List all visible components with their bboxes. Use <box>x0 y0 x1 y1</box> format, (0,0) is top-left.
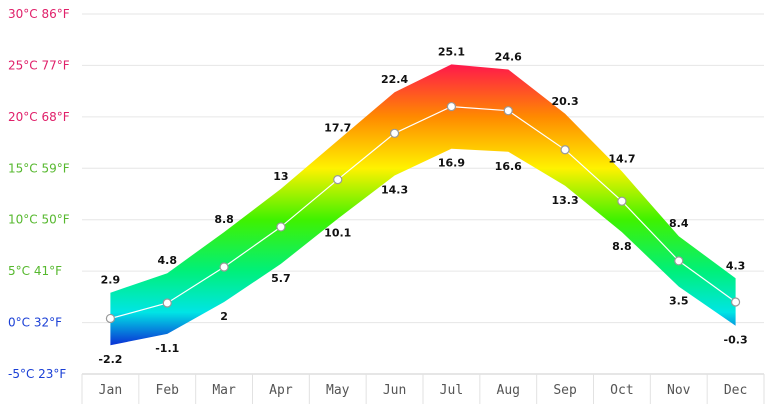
average-point <box>162 298 172 308</box>
average-temperature-line <box>110 105 736 320</box>
x-tick-label: Nov <box>667 383 691 398</box>
x-tick-label: Aug <box>497 383 520 398</box>
y-tick-label: 25°C 77°F <box>8 58 70 72</box>
mean-line <box>105 101 741 324</box>
low-value-label: 13.3 <box>552 194 579 207</box>
y-tick-label: 5°C 41°F <box>8 264 62 278</box>
x-tick-label: Oct <box>610 383 633 398</box>
high-value-label: 8.8 <box>214 213 234 226</box>
high-value-label: 22.4 <box>381 73 408 86</box>
low-value-label: -1.1 <box>155 342 179 355</box>
average-point <box>730 297 741 307</box>
high-value-label: 17.7 <box>324 122 351 135</box>
average-point <box>333 175 343 185</box>
high-value-label: 4.3 <box>726 259 746 272</box>
high-value-label: 14.7 <box>608 152 635 165</box>
x-axis: Jan Feb Mar Apr May Jun Jul Aug Sep Oct Nov Dec <box>81 373 765 404</box>
x-tick-label: Jan <box>99 383 122 398</box>
low-value-label: 5.7 <box>271 272 291 285</box>
low-value-label: 8.8 <box>612 240 632 253</box>
x-tick-label: Mar <box>212 383 236 398</box>
high-value-label: 13 <box>273 170 288 183</box>
y-tick-label: 20°C 68°F <box>8 110 70 124</box>
average-point <box>617 196 627 206</box>
low-value-label: -2.2 <box>98 353 122 366</box>
high-value-label: 25.1 <box>438 45 465 58</box>
x-tick-label: Jul <box>440 383 463 398</box>
average-point <box>105 313 116 324</box>
average-point <box>219 262 229 272</box>
low-value-label: -0.3 <box>724 334 748 347</box>
y-axis: -5°C 23°F 0°C 32°F 5°C 41°F 10°C 50°F 15°C 5… <box>8 7 70 381</box>
data-labels: 2.9 4.8 8.8 13 17.7 22.4 25.1 24.6 20.3 14.7 8.4 4.… <box>98 45 747 366</box>
x-tick-label: Jun <box>383 383 406 398</box>
temperature-range-area <box>110 64 736 346</box>
average-point <box>503 106 513 116</box>
x-tick-label: Feb <box>156 383 180 398</box>
high-value-label: 4.8 <box>158 254 178 267</box>
average-point <box>276 222 286 232</box>
x-tick-label: Sep <box>553 383 577 398</box>
temperature-band <box>110 64 736 346</box>
high-value-label: 2.9 <box>101 274 121 287</box>
average-point <box>446 101 457 112</box>
high-value-label: 24.6 <box>495 51 522 64</box>
low-value-label: 14.3 <box>381 183 408 196</box>
low-value-label: 16.9 <box>438 157 465 170</box>
high-value-label: 20.3 <box>552 95 579 108</box>
low-value-label: 3.5 <box>669 295 689 308</box>
average-point <box>674 256 684 266</box>
high-value-label: 8.4 <box>669 217 689 230</box>
low-value-label: 10.1 <box>324 227 351 240</box>
x-tick-label: May <box>326 383 350 398</box>
y-tick-label: 30°C 86°F <box>8 7 70 21</box>
average-point <box>560 145 570 155</box>
y-tick-label: 15°C 59°F <box>8 161 70 175</box>
low-value-label: 2 <box>220 310 228 323</box>
low-value-label: 16.6 <box>495 160 522 173</box>
x-tick-label: Apr <box>269 383 293 398</box>
x-tick-label: Dec <box>724 383 747 398</box>
y-tick-label: 10°C 50°F <box>8 213 70 227</box>
average-point <box>389 128 400 138</box>
y-tick-label: 0°C 32°F <box>8 316 62 330</box>
y-tick-label: -5°C 23°F <box>8 367 66 381</box>
